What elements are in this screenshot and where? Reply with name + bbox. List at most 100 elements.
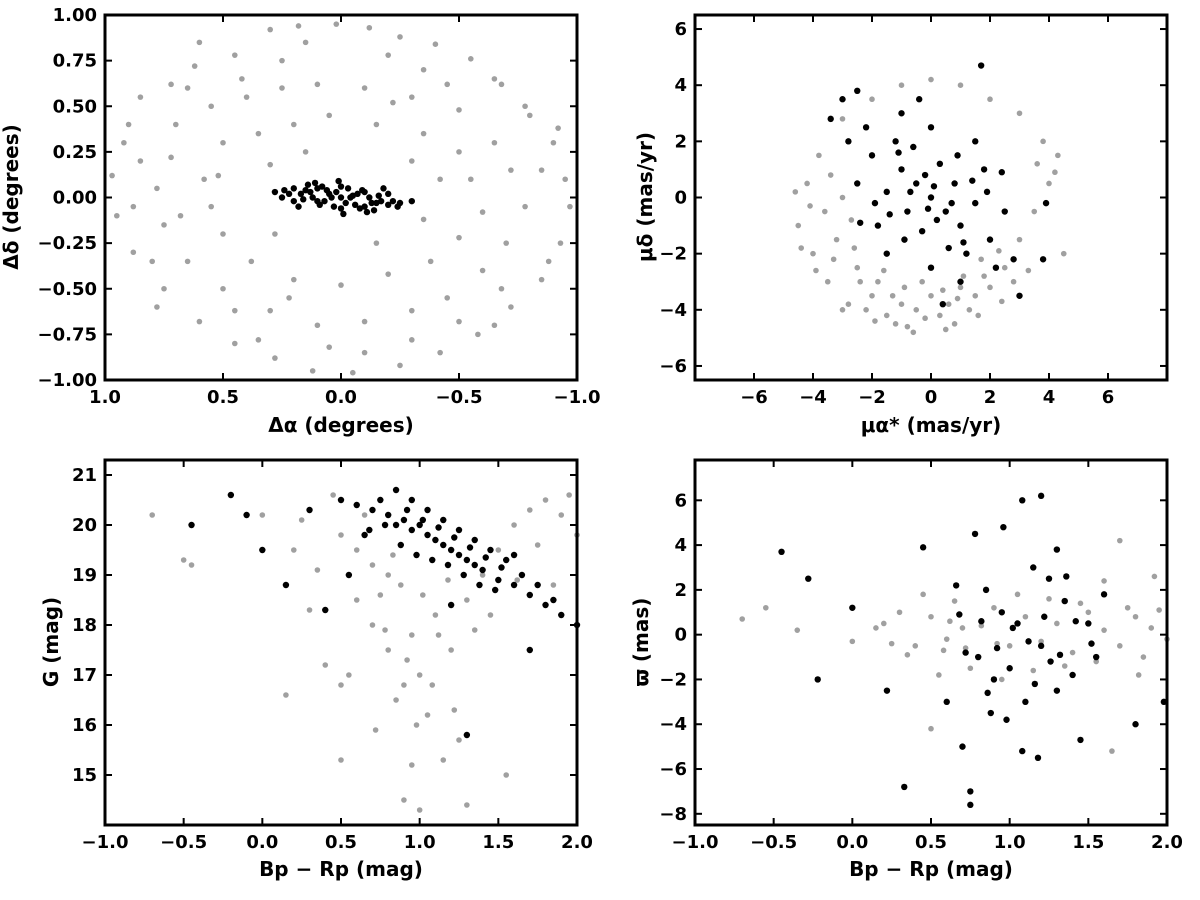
data-point-field [220, 231, 226, 237]
data-point-field [397, 34, 403, 40]
series-member [827, 62, 1050, 308]
x-tick-label: −1.0 [82, 832, 129, 853]
x-tick-label: 1.5 [1072, 832, 1104, 853]
data-point-field [883, 312, 890, 319]
data-point-field [1156, 607, 1162, 613]
data-point-field [945, 301, 952, 307]
data-point-member [998, 169, 1005, 176]
data-point-field [889, 292, 896, 299]
data-point-field [279, 57, 285, 64]
data-point-field [951, 321, 958, 327]
data-point-member [874, 222, 882, 229]
data-point-field [220, 139, 226, 146]
data-point-member [957, 222, 964, 229]
data-point-field [451, 707, 458, 713]
data-point-field [792, 189, 799, 195]
data-point-field [522, 203, 528, 210]
data-point-field [1093, 658, 1099, 665]
data-point-field [487, 612, 494, 618]
data-point-member [290, 197, 297, 205]
data-point-field [928, 76, 934, 83]
data-point-field [538, 167, 545, 173]
y-tick-label: 17 [72, 665, 97, 686]
data-point-field [333, 21, 340, 27]
y-tick-label: 16 [72, 715, 97, 736]
data-point-member [849, 604, 856, 611]
data-point-field [196, 39, 203, 46]
data-point-field [338, 282, 344, 288]
data-point-field [1025, 267, 1032, 274]
data-point-field [794, 627, 801, 633]
y-tick-label: 0.25 [53, 142, 97, 163]
data-point-member [854, 87, 861, 95]
data-point-field [369, 622, 376, 628]
data-point-field [369, 562, 376, 568]
data-point-field [109, 172, 115, 179]
data-point-field [555, 125, 561, 131]
data-point-member [403, 506, 411, 514]
data-point-member [778, 548, 785, 556]
data-point-field [149, 512, 155, 518]
data-point-field [739, 616, 745, 622]
data-point-field [1060, 250, 1067, 257]
data-point-member [919, 544, 927, 551]
data-point-member [447, 546, 455, 554]
data-point-member [321, 197, 328, 205]
data-point-member [416, 521, 423, 529]
data-point-field [291, 276, 297, 283]
data-point-field [1034, 161, 1040, 167]
data-point-field [1010, 278, 1017, 285]
data-point-field [1016, 110, 1023, 117]
data-point-member [918, 227, 926, 235]
data-point-field [957, 284, 964, 291]
data-point-member [455, 526, 463, 534]
data-point-field [121, 139, 127, 146]
data-point-field [928, 292, 934, 299]
data-point-field [959, 625, 966, 631]
data-point-member [983, 188, 991, 196]
data-point-member [295, 203, 302, 210]
data-point-member [862, 124, 870, 131]
y-tick-label: 19 [72, 565, 97, 586]
data-point-field [401, 682, 407, 688]
data-point-field [498, 285, 505, 292]
data-point-field [326, 344, 333, 350]
data-point-field [491, 139, 498, 146]
data-point-field [550, 139, 557, 146]
data-point-member [898, 166, 905, 173]
y-axis-label: μδ (mas/yr) [633, 132, 657, 262]
data-point-field [550, 582, 557, 588]
data-point-member [1009, 624, 1017, 632]
y-tick-label: 1.00 [53, 5, 97, 26]
y-tick-label: −0.25 [38, 233, 98, 254]
data-point-field [978, 256, 984, 263]
data-point-field [437, 176, 443, 183]
data-point-member [392, 521, 400, 529]
data-point-field [942, 326, 949, 333]
data-point-field [904, 652, 911, 658]
data-point-member [957, 278, 964, 285]
data-point-member [1034, 754, 1042, 762]
data-point-member [408, 526, 415, 534]
data-point-field [901, 284, 908, 291]
data-point-member [1000, 523, 1007, 531]
data-point-member [1025, 638, 1032, 645]
data-point-field [534, 542, 541, 548]
data-point-member [1006, 665, 1013, 672]
data-point-field [922, 315, 928, 322]
data-point-member [447, 601, 455, 609]
data-point-field [232, 340, 238, 347]
data-point-field [562, 176, 568, 183]
data-point-field [232, 52, 238, 58]
data-point-field [863, 307, 869, 313]
data-point-field [1148, 625, 1155, 631]
data-point-field [1132, 613, 1139, 620]
y-tick-label: 15 [72, 765, 97, 786]
data-point-member [1056, 651, 1064, 659]
data-point-field [545, 258, 552, 265]
x-tick-label: 2 [984, 387, 997, 408]
data-point-member [892, 138, 899, 145]
data-point-member [369, 506, 376, 514]
data-point-member [1022, 698, 1029, 706]
data-point-member [285, 190, 293, 198]
